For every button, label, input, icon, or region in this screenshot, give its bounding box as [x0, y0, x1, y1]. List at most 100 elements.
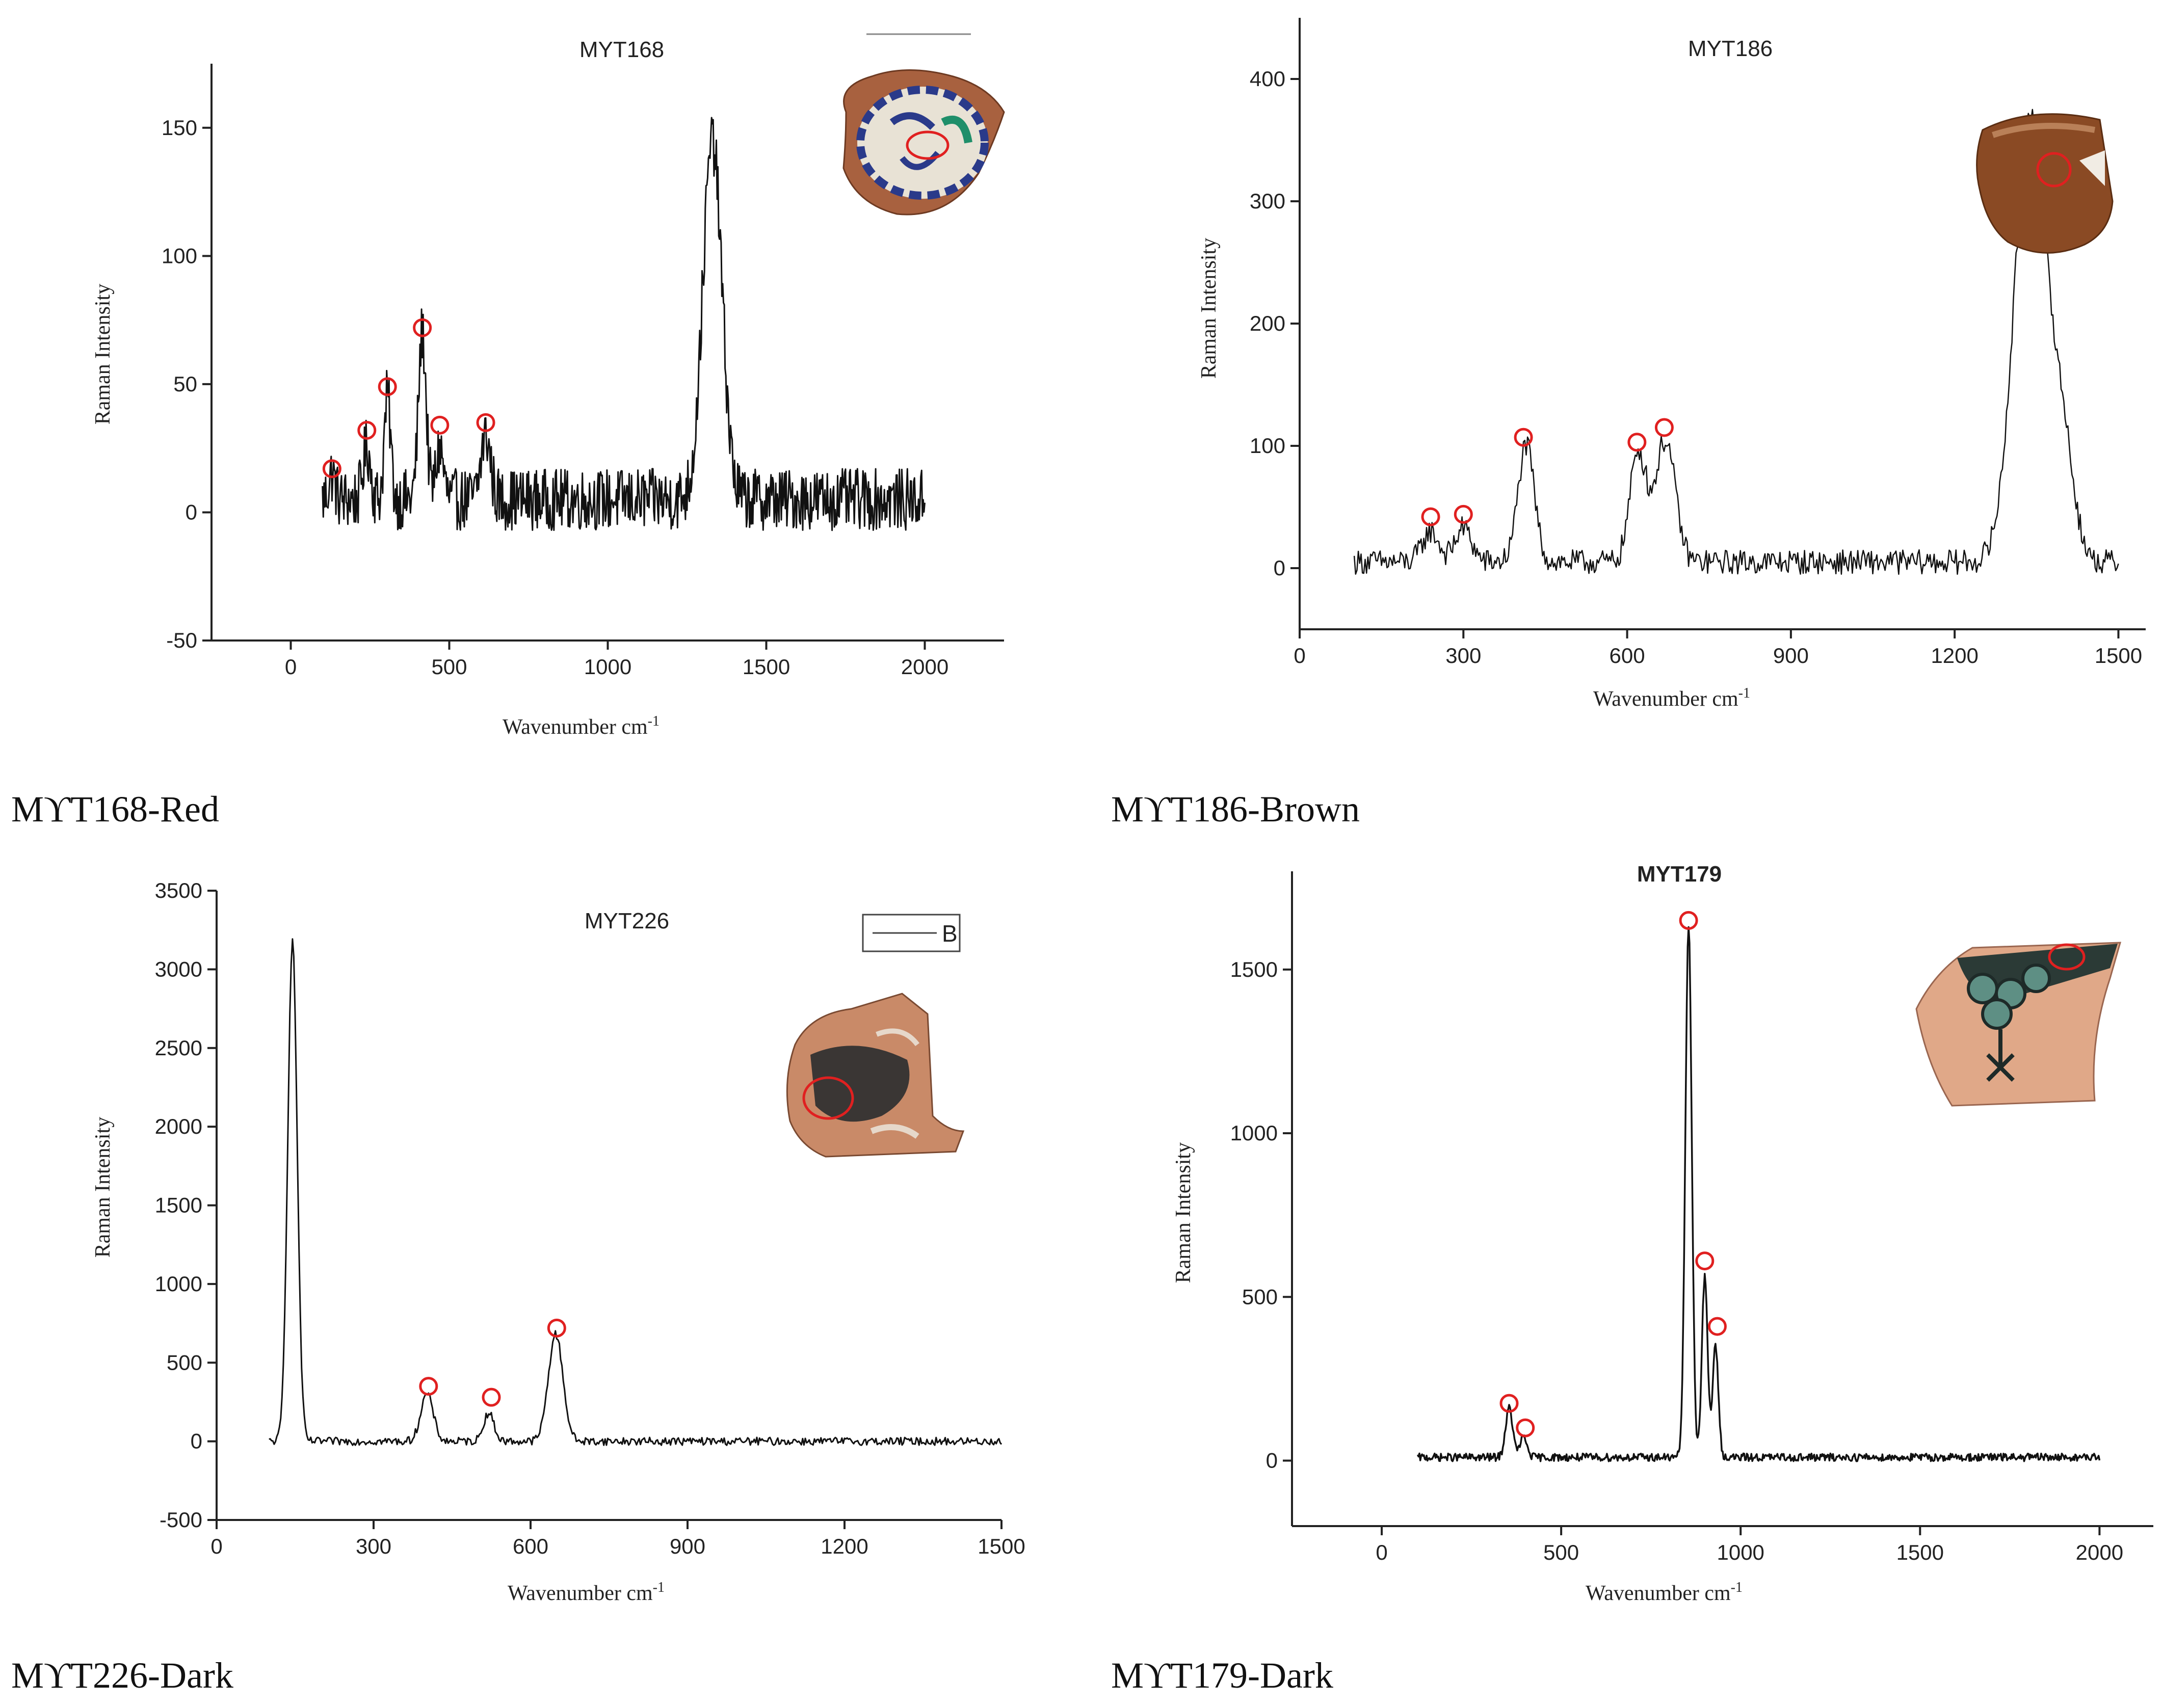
- peak-markers: [1499, 911, 1727, 1437]
- y-tick-label: -500: [160, 1508, 202, 1532]
- x-axis-label-text: Wavenumber cm: [1593, 687, 1738, 711]
- peak-markers: [322, 318, 495, 478]
- sherd-light-stroke-2: [870, 1124, 919, 1139]
- spectrum-series: [322, 117, 926, 531]
- x-tick-label: 1500: [978, 1534, 1025, 1558]
- x-tick-label: 1500: [2095, 644, 2142, 668]
- sherd-scale-motif: [1967, 973, 1998, 1004]
- peak-marker: [1695, 1251, 1715, 1271]
- x-axis-label: Wavenumber cm-1: [503, 713, 660, 739]
- x-tick-label: 1500: [743, 655, 790, 679]
- chart-title: MYT186: [1688, 36, 1773, 61]
- panel-caption: MϒT186-Brown: [1111, 789, 1360, 830]
- spectrum-line: [1416, 926, 2101, 1462]
- sherd-scale-motif-3: [1981, 998, 2013, 1030]
- sherd-cross-motif: [1986, 1029, 2015, 1082]
- y-tick-label: 0: [186, 500, 197, 524]
- x-axis-label-text: Wavenumber cm: [508, 1582, 653, 1605]
- y-tick-label: 300: [1250, 189, 1285, 213]
- x-tick-label: 300: [356, 1534, 391, 1558]
- axes: 0 500 1000 1500 0 500 1000 1500 2000: [1230, 871, 2153, 1564]
- x-tick-label: 0: [1294, 644, 1305, 668]
- sherd-scale-motif-4: [2021, 964, 2051, 993]
- peak-marker: [413, 318, 432, 337]
- panel-caption: MϒT179-Dark: [1111, 1655, 1333, 1696]
- y-tick-label: 100: [1250, 434, 1285, 458]
- x-tick-label: 1200: [1931, 644, 1978, 668]
- red-circle-highlight: [2048, 943, 2086, 971]
- peak-marker: [430, 415, 450, 435]
- y-tick-label: 1000: [1230, 1121, 1278, 1145]
- peak-marker: [322, 459, 341, 478]
- x-axis-label: Wavenumber cm-1: [508, 1580, 665, 1605]
- peak-marker: [1454, 504, 1473, 524]
- x-tick-label: 0: [285, 655, 297, 679]
- sample-inset-photo: [1976, 113, 2114, 254]
- y-tick-label: 500: [1242, 1285, 1278, 1309]
- y-tick-label: 2000: [155, 1114, 202, 1138]
- peak-marker: [1627, 433, 1647, 452]
- y-tick-label: 2500: [155, 1036, 202, 1060]
- y-tick-label: 3000: [155, 957, 202, 981]
- sherd-glaze: [857, 87, 988, 199]
- chart-panel-myt226: MYT226 Raman Intensity Wavenumber cm-1 B…: [11, 878, 1025, 1696]
- peak-marker: [1654, 418, 1674, 437]
- peak-marker: [378, 377, 397, 396]
- spectrum-line: [1353, 109, 2119, 575]
- x-tick-label: 1000: [1717, 1540, 1764, 1564]
- axes: -500 0 500 1000 1500 2000 2500 3000 3500 0 300 600 9…: [155, 878, 1025, 1558]
- x-axis-label-exponent: -1: [653, 1580, 665, 1595]
- y-tick-label: 50: [173, 372, 197, 396]
- y-tick-label: 200: [1250, 311, 1285, 335]
- sample-inset-photo: [786, 993, 965, 1158]
- spectrum-line: [269, 938, 1003, 1446]
- chart-title: MYT179: [1637, 862, 1722, 887]
- x-axis-label-exponent: -1: [1731, 1580, 1743, 1595]
- legend-box: B: [862, 914, 961, 952]
- sherd-dark-paint: [810, 1046, 910, 1122]
- y-tick-label: 0: [191, 1429, 202, 1453]
- y-tick-label: 1500: [155, 1193, 202, 1217]
- y-axis-label: Raman Intensity: [1197, 238, 1221, 379]
- axes: 0 100 200 300 400 0 300 600 900 1200 1500: [1250, 18, 2146, 668]
- x-tick-label: 0: [1376, 1540, 1387, 1564]
- sherd-chip: [2079, 150, 2105, 186]
- legend-label: B: [942, 920, 958, 947]
- x-tick-label: 1500: [1896, 1540, 1944, 1564]
- y-tick-label: 3500: [155, 878, 202, 902]
- chart-panel-myt168: MYT168 Raman Intensity Wavenumber cm-1 -…: [11, 33, 1005, 830]
- y-tick-label: 100: [162, 244, 197, 268]
- peak-marker: [1516, 1418, 1535, 1437]
- peak-marker: [357, 420, 377, 440]
- peak-marker: [482, 1387, 501, 1407]
- x-tick-label: 300: [1445, 644, 1481, 668]
- x-tick-label: 1200: [821, 1534, 868, 1558]
- y-tick-label: 400: [1250, 67, 1285, 91]
- peak-marker: [1514, 428, 1533, 447]
- chart-title: MYT226: [585, 909, 669, 933]
- panel-caption: MϒT168-Red: [11, 789, 219, 830]
- sherd-body: [1915, 942, 2122, 1107]
- x-tick-label: 500: [431, 655, 467, 679]
- y-tick-label: 500: [167, 1350, 202, 1374]
- x-tick-label: 500: [1543, 1540, 1579, 1564]
- x-tick-label: 2000: [901, 655, 948, 679]
- spectrum-series: [1353, 109, 2119, 575]
- red-circle-highlight: [906, 130, 950, 160]
- spectrum-line: [322, 117, 926, 531]
- spectrum-series: [1416, 926, 2101, 1462]
- panel-caption: MϒT226-Dark: [11, 1655, 233, 1696]
- chart-title: MYT168: [579, 37, 664, 62]
- x-tick-label: 600: [1610, 644, 1645, 668]
- x-axis-label-exponent: -1: [1738, 685, 1750, 701]
- y-axis-label: Raman Intensity: [91, 1117, 115, 1258]
- red-circle-highlight: [2036, 152, 2072, 188]
- x-tick-label: 900: [1773, 644, 1809, 668]
- y-axis-label: Raman Intensity: [1172, 1142, 1195, 1283]
- peak-marker: [547, 1318, 566, 1338]
- x-axis-label: Wavenumber cm-1: [1586, 1580, 1743, 1605]
- x-axis-label-text: Wavenumber cm: [1586, 1582, 1731, 1605]
- sherd-blue-motif: [889, 112, 935, 130]
